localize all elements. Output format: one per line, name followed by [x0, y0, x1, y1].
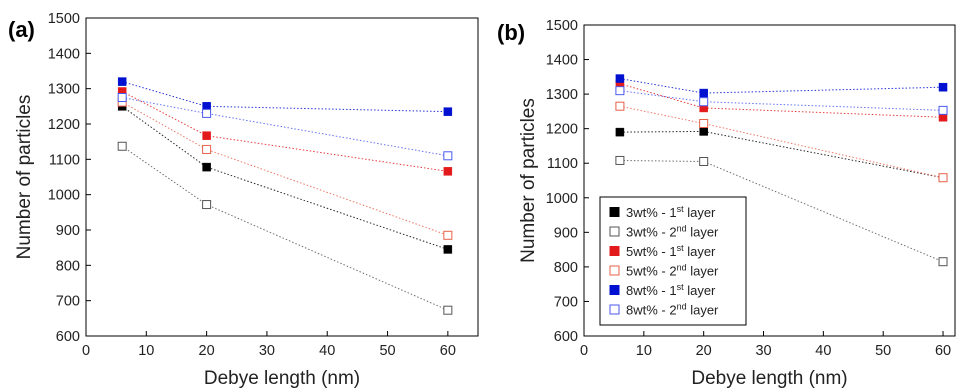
y-tick-label-b-4: 1000 [546, 191, 578, 207]
legend-label-0: 3wt% - 1st layer [626, 204, 716, 220]
data-point-b-4-0 [615, 74, 625, 83]
data-point-b-4-1 [699, 88, 708, 98]
plot-frame-a [85, 17, 479, 337]
data-point-b-1-2 [938, 257, 948, 267]
data-point-b-4-2 [938, 82, 948, 92]
x-tick-label-b-6: 60 [935, 343, 951, 359]
x-tick-label-b-4: 40 [815, 343, 831, 359]
legend-label-4: 8wt% - 1st layer [626, 282, 716, 298]
legend-label-2: 5wt% - 1st layer [626, 243, 716, 259]
data-point-a-4-2 [443, 107, 453, 116]
data-point-b-5-0 [615, 86, 625, 96]
x-tick-label-b-5: 50 [875, 343, 891, 359]
y-tick-label-b-8: 1400 [546, 53, 578, 69]
series-line-b-4 [619, 78, 944, 94]
panel-a-chart: 600 700 800 900 1000 1100 1200 1300 1400 1500 0 10 2… [8, 11, 479, 388]
x-tick-label-a-2: 20 [199, 343, 215, 359]
y-tick-label-b-2: 800 [554, 260, 578, 276]
series-line-b-3 [619, 105, 944, 179]
data-point-b-0-1 [699, 127, 708, 136]
y-tick-label-a-0: 600 [56, 329, 80, 345]
data-point-a-1-0 [117, 141, 127, 151]
y-tick-label-a-2: 800 [56, 258, 80, 274]
series-line-a-0 [121, 105, 449, 250]
data-point-a-5-2 [443, 151, 453, 161]
legend-marker-4 [609, 285, 620, 295]
data-point-a-5-0 [117, 93, 127, 102]
data-point-a-2-2 [443, 167, 453, 176]
y-tick-label-b-1: 700 [554, 294, 578, 310]
series-line-a-3 [121, 101, 449, 236]
plot-frame-b [583, 24, 956, 337]
y-tick-label-b-9: 1500 [546, 18, 578, 34]
legend-marker-0 [609, 207, 620, 217]
x-axis-label-b: Debye length (nm) [691, 368, 847, 388]
legend-label-3: 5wt% - 2nd layer [626, 263, 719, 279]
panel-label-b: (b) [497, 20, 525, 45]
y-tick-label-b-6: 1200 [546, 122, 578, 138]
data-point-b-0-0 [615, 127, 625, 137]
data-point-a-2-1 [202, 131, 211, 140]
y-tick-label-a-7: 1300 [48, 82, 80, 98]
y-tick-label-b-5: 1100 [547, 156, 578, 172]
data-point-b-1-0 [615, 155, 625, 165]
x-tick-label-a-4: 40 [319, 343, 335, 359]
legend-box [599, 196, 747, 326]
x-tick-label-b-1: 10 [636, 343, 652, 359]
x-tick-label-a-3: 30 [259, 343, 275, 359]
series-line-b-5 [619, 90, 944, 111]
x-tick-label-a-0: 0 [82, 343, 90, 359]
panel-label-a: (a) [8, 17, 35, 42]
y-tick-label-a-8: 1400 [48, 46, 80, 62]
y-tick-label-a-5: 1100 [49, 152, 80, 168]
y-tick-label-a-3: 900 [56, 223, 80, 239]
y-axis-label-a: Number of particles [14, 95, 35, 260]
data-point-a-4-0 [117, 77, 127, 86]
series-line-a-5 [122, 97, 448, 157]
series-line-b-1 [619, 159, 944, 263]
y-tick-label-b-7: 1300 [546, 87, 578, 103]
data-point-b-3-0 [615, 101, 625, 111]
data-point-a-3-2 [443, 230, 453, 240]
data-point-a-3-1 [202, 144, 212, 154]
data-point-b-1-1 [699, 156, 709, 166]
x-tick-label-a-6: 60 [440, 343, 456, 359]
panel-b-chart: 600 700 800 900 1000 1100 1200 1300 1400 1500 0 10 2… [497, 18, 956, 388]
series-line-b-0 [619, 130, 944, 179]
x-tick-label-a-5: 50 [379, 343, 395, 359]
legend-marker-5 [609, 304, 620, 315]
y-tick-label-a-1: 700 [56, 294, 80, 310]
series-line-a-2 [121, 91, 448, 172]
data-point-b-3-2 [938, 173, 948, 183]
x-tick-label-b-2: 20 [696, 343, 712, 359]
series-line-b-2 [619, 83, 944, 118]
legend-marker-3 [609, 265, 620, 276]
y-tick-label-b-3: 900 [554, 225, 578, 241]
legend-marker-1 [609, 226, 620, 237]
data-point-a-5-1 [202, 108, 212, 118]
legend-label-5: 8wt% - 2nd layer [626, 302, 719, 318]
x-tick-label-b-0: 0 [580, 343, 588, 359]
data-point-a-1-1 [202, 200, 212, 210]
x-axis-label-a: Debye length (nm) [204, 368, 360, 388]
y-tick-label-a-4: 1000 [48, 188, 80, 204]
data-point-a-0-2 [443, 245, 453, 254]
legend-label-1: 3wt% - 2nd layer [626, 224, 719, 240]
data-point-b-5-1 [699, 97, 709, 107]
x-tick-label-a-1: 10 [138, 343, 154, 359]
legend-marker-2 [609, 246, 620, 256]
y-axis-label-b: Number of particles [518, 98, 539, 263]
data-point-a-0-1 [202, 162, 211, 172]
y-tick-label-a-6: 1200 [48, 117, 80, 133]
data-point-b-3-1 [699, 118, 709, 128]
data-point-a-1-2 [443, 305, 453, 315]
y-tick-label-a-9: 1500 [48, 11, 80, 27]
series-line-a-1 [121, 145, 449, 311]
x-tick-label-b-3: 30 [755, 343, 771, 359]
y-tick-label-b-0: 600 [554, 329, 578, 345]
legend: 3wt% - 1st layer 3wt% - 2nd layer 5wt% - 1… [599, 196, 747, 326]
data-point-b-5-2 [938, 105, 948, 115]
